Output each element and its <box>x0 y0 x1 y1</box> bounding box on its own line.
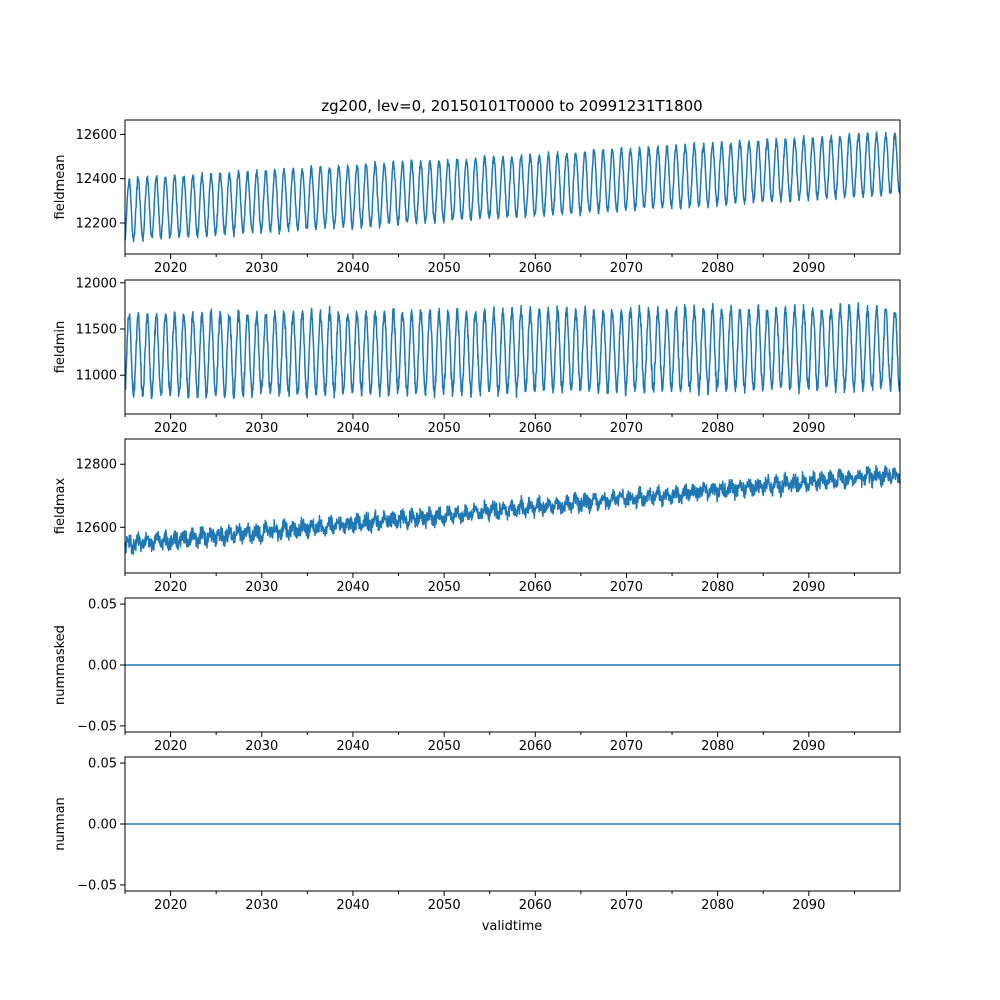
x-tick-label-2080: 2080 <box>701 261 734 276</box>
series-line-fieldmin <box>124 302 901 400</box>
x-tick-label-2040: 2040 <box>336 580 369 595</box>
x-tick-label-2080: 2080 <box>701 739 734 754</box>
x-tick-label-2020: 2020 <box>154 739 187 754</box>
x-tick-label-2030: 2030 <box>245 898 278 913</box>
x-tick-label-2060: 2060 <box>519 898 552 913</box>
x-tick-label-2070: 2070 <box>610 421 643 436</box>
y-tick-label: 12600 <box>76 521 117 536</box>
x-tick-label-2090: 2090 <box>792 739 825 754</box>
x-tick-label-2090: 2090 <box>792 580 825 595</box>
x-tick-label-2050: 2050 <box>428 261 461 276</box>
x-tick-label-2080: 2080 <box>701 898 734 913</box>
x-tick-label-2020: 2020 <box>154 898 187 913</box>
y-tick-label: −0.05 <box>77 719 117 734</box>
x-tick-label-2070: 2070 <box>610 261 643 276</box>
x-tick-label-2060: 2060 <box>519 421 552 436</box>
x-tick-label-2040: 2040 <box>336 898 369 913</box>
x-tick-label-2020: 2020 <box>154 580 187 595</box>
subplot-fieldmax: 2020 2030 2040 2050 2060 2070 2080 2090 12600 128… <box>53 438 901 595</box>
x-tick-label-2060: 2060 <box>519 739 552 754</box>
x-tick-label-2030: 2030 <box>245 261 278 276</box>
x-tick-label-2040: 2040 <box>336 261 369 276</box>
y-tick-label: 12600 <box>76 128 117 143</box>
y-tick-label: 0.00 <box>88 818 117 833</box>
y-axis-label-fieldmean: fieldmean <box>53 155 68 220</box>
x-tick-label-2090: 2090 <box>792 261 825 276</box>
y-axis-label-fieldmax: fieldmax <box>53 478 68 535</box>
subplot-fieldmin: 2020 2030 2040 2050 2060 2070 2080 2090 11000 115… <box>53 276 901 436</box>
x-tick-label-2070: 2070 <box>610 739 643 754</box>
y-axis-label-nummasked: nummasked <box>53 625 68 705</box>
x-tick-label-2030: 2030 <box>245 739 278 754</box>
y-tick-label: 12400 <box>76 172 117 187</box>
series-line-fieldmax <box>124 464 901 555</box>
subplot-numnan: 2020 2030 2040 2050 2060 2070 2080 2090 −0.05 0.0… <box>53 756 901 913</box>
y-tick-label: 12800 <box>76 458 117 473</box>
x-tick-label-2090: 2090 <box>792 421 825 436</box>
x-tick-label-2070: 2070 <box>610 580 643 595</box>
subplots: 2020 2030 2040 2050 2060 2070 2080 2090 12200 124… <box>53 119 901 913</box>
y-tick-label: 11500 <box>76 322 117 337</box>
x-tick-label-2070: 2070 <box>610 898 643 913</box>
y-axis-label-fieldmin: fieldmin <box>53 321 68 374</box>
y-tick-label: 12200 <box>76 216 117 231</box>
x-tick-label-2080: 2080 <box>701 421 734 436</box>
figure-title: zg200, lev=0, 20150101T0000 to 20991231T… <box>321 97 702 115</box>
y-axis-label-numnan: numnan <box>53 797 68 851</box>
y-tick-label: 0.05 <box>88 598 117 613</box>
x-tick-label-2030: 2030 <box>245 580 278 595</box>
axes-frame-fieldmax <box>124 438 901 574</box>
y-tick-label: −0.05 <box>77 878 117 893</box>
x-tick-label-2090: 2090 <box>792 898 825 913</box>
x-tick-label-2060: 2060 <box>519 580 552 595</box>
axes-frame-fieldmean <box>124 119 901 255</box>
y-tick-label: 11000 <box>76 369 117 384</box>
x-tick-label-2020: 2020 <box>154 261 187 276</box>
subplot-nummasked: 2020 2030 2040 2050 2060 2070 2080 2090 −0.05 0.0… <box>53 597 901 754</box>
x-tick-label-2050: 2050 <box>428 898 461 913</box>
x-tick-label-2020: 2020 <box>154 421 187 436</box>
x-tick-label-2050: 2050 <box>428 739 461 754</box>
x-tick-label-2050: 2050 <box>428 421 461 436</box>
subplot-fieldmean: 2020 2030 2040 2050 2060 2070 2080 2090 12200 124… <box>53 119 901 276</box>
x-axis-label: validtime <box>482 919 543 934</box>
axes-frame-fieldmin <box>124 279 901 415</box>
x-tick-label-2040: 2040 <box>336 739 369 754</box>
x-tick-label-2030: 2030 <box>245 421 278 436</box>
y-tick-label: 0.05 <box>88 757 117 772</box>
x-tick-label-2060: 2060 <box>519 261 552 276</box>
y-tick-label: 0.00 <box>88 659 117 674</box>
x-tick-label-2050: 2050 <box>428 580 461 595</box>
x-tick-label-2080: 2080 <box>701 580 734 595</box>
series-line-fieldmean <box>124 131 901 243</box>
x-tick-label-2040: 2040 <box>336 421 369 436</box>
y-tick-label: 12000 <box>76 276 117 291</box>
